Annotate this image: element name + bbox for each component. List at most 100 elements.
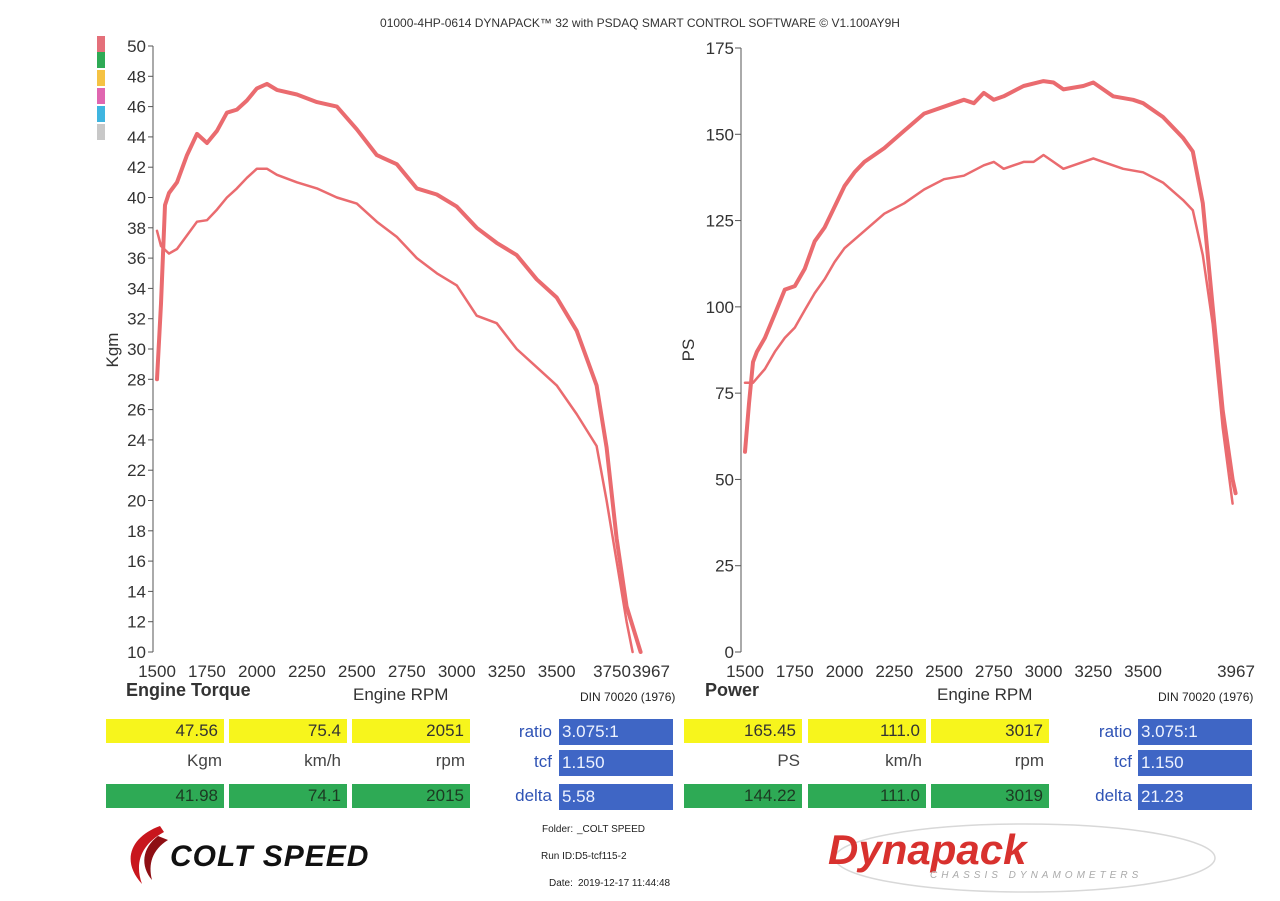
power-series-line-1 xyxy=(743,79,1238,496)
power-delta-label: delta xyxy=(1095,786,1132,805)
power-peak-speed: 111.0 xyxy=(808,719,926,743)
power-unit-ps: PS xyxy=(777,751,800,770)
torque-y-tick-label: 46 xyxy=(127,98,146,117)
dynapack-logo: Dynapack CHASSIS DYNAMOMETERS xyxy=(828,823,1216,893)
torque-y-tick-label: 28 xyxy=(127,370,146,389)
torque-y-tick-label: 44 xyxy=(127,128,146,147)
power-ratio-value: 3.075:1 xyxy=(1138,719,1252,745)
date-label: Date: xyxy=(549,878,573,889)
series-swatch-green xyxy=(97,52,105,68)
date-value: 2019-12-17 11:44:48 xyxy=(578,878,671,889)
folder-label: Folder: xyxy=(542,824,574,835)
torque-delta-label: delta xyxy=(515,786,552,805)
power-second-value: 144.22 xyxy=(684,784,802,808)
torque-peak-speed: 75.4 xyxy=(229,719,347,743)
series-swatch-red xyxy=(97,36,105,52)
torque-ratio-value: 3.075:1 xyxy=(559,719,673,745)
torque-x-tick-label: 3250 xyxy=(488,662,526,681)
power-y-tick-label: 175 xyxy=(706,39,734,58)
torque-x-tick-label: 3000 xyxy=(438,662,476,681)
power-y-tick-label: 25 xyxy=(715,557,734,576)
torque-xlabel: Engine RPM xyxy=(353,685,449,704)
power-tcf-value: 1.150 xyxy=(1138,750,1252,776)
torque-ratio-label: ratio xyxy=(518,722,552,741)
torque-x-tick-label: 3750 xyxy=(593,662,631,681)
power-x-tick-label: 2250 xyxy=(875,662,913,681)
power-x-tick-label: 3250 xyxy=(1074,662,1112,681)
power-y-tick-label: 125 xyxy=(706,212,734,231)
torque-x-tick-label: 2750 xyxy=(388,662,426,681)
torque-y-tick-label: 34 xyxy=(127,279,146,298)
torque-x-tick-label: 3500 xyxy=(538,662,576,681)
power-delta-value: 21.23 xyxy=(1138,784,1252,810)
series-swatch-pink xyxy=(97,88,105,104)
power-ratio-label: ratio xyxy=(1098,722,1132,741)
torque-x-tick-label: 2000 xyxy=(238,662,276,681)
series-swatch-yellow xyxy=(97,70,105,86)
torque-y-tick-label: 48 xyxy=(127,67,146,86)
svg-text:Dynapack: Dynapack xyxy=(828,826,1029,873)
series-swatch-blue xyxy=(97,106,105,122)
torque-y-tick-label: 20 xyxy=(127,492,146,511)
torque-x-tick-label: 2500 xyxy=(338,662,376,681)
power-series-line-2 xyxy=(743,153,1234,505)
power-xlabel: Engine RPM xyxy=(937,685,1033,704)
power-x-tick-label: 1500 xyxy=(726,662,764,681)
run-id-value: D5-tcf115-2 xyxy=(575,851,627,862)
torque-y-tick-label: 10 xyxy=(127,643,146,662)
torque-y-tick-label: 12 xyxy=(127,613,146,632)
power-peak-value: 165.45 xyxy=(684,719,802,743)
power-y-axis-title: PS xyxy=(679,339,698,362)
power-x-tick-label: 3967 xyxy=(1217,662,1255,681)
torque-delta-value: 5.58 xyxy=(559,784,673,810)
torque-unit-kmh: km/h xyxy=(304,751,341,770)
torque-y-tick-label: 30 xyxy=(127,340,146,359)
torque-second-value: 41.98 xyxy=(106,784,224,808)
power-second-speed: 111.0 xyxy=(808,784,926,808)
power-y-tick-label: 50 xyxy=(715,470,734,489)
torque-y-tick-label: 18 xyxy=(127,522,146,541)
power-x-tick-label: 2500 xyxy=(925,662,963,681)
torque-x-tick-label: 2250 xyxy=(288,662,326,681)
power-unit-kmh: km/h xyxy=(885,751,922,770)
torque-y-tick-label: 40 xyxy=(127,189,146,208)
torque-unit-kgm: Kgm xyxy=(187,751,222,770)
torque-y-tick-label: 36 xyxy=(127,249,146,268)
power-y-tick-label: 75 xyxy=(715,384,734,403)
torque-peak-value: 47.56 xyxy=(106,719,224,743)
report-header: 01000-4HP-0614 DYNAPACK™ 32 with PSDAQ S… xyxy=(380,16,900,30)
torque-y-tick-label: 24 xyxy=(127,431,146,450)
power-y-tick-label: 100 xyxy=(706,298,734,317)
power-tcf-label: tcf xyxy=(1114,752,1132,771)
torque-din: DIN 70020 (1976) xyxy=(580,690,676,704)
svg-text:CHASSIS DYNAMOMETERS: CHASSIS DYNAMOMETERS xyxy=(930,870,1142,881)
power-y-tick-label: 0 xyxy=(725,643,734,662)
torque-y-tick-label: 32 xyxy=(127,310,146,329)
power-x-tick-label: 2750 xyxy=(975,662,1013,681)
power-title: Power xyxy=(705,680,760,700)
torque-title: Engine Torque xyxy=(126,680,251,700)
torque-peak-rpm: 2051 xyxy=(352,719,470,743)
power-x-tick-label: 3000 xyxy=(1025,662,1063,681)
colt-speed-logo: COLT SPEED xyxy=(130,826,369,884)
torque-second-speed: 74.1 xyxy=(229,784,347,808)
torque-x-tick-label: 1500 xyxy=(138,662,176,681)
torque-series-line-1 xyxy=(155,81,643,654)
run-id-label: Run ID: xyxy=(541,851,575,862)
power-x-tick-label: 1750 xyxy=(776,662,814,681)
power-x-tick-label: 2000 xyxy=(826,662,864,681)
torque-series-line-2 xyxy=(155,167,634,654)
svg-text:COLT SPEED: COLT SPEED xyxy=(170,840,369,873)
power-peak-rpm: 3017 xyxy=(931,719,1049,743)
torque-y-tick-label: 16 xyxy=(127,552,146,571)
torque-y-tick-label: 42 xyxy=(127,158,146,177)
torque-y-tick-label: 26 xyxy=(127,401,146,420)
torque-y-tick-label: 14 xyxy=(127,582,146,601)
torque-y-tick-label: 22 xyxy=(127,461,146,480)
torque-y-axis-title: Kgm xyxy=(103,333,122,368)
torque-second-rpm: 2015 xyxy=(352,784,470,808)
torque-y-tick-label: 38 xyxy=(127,219,146,238)
power-y-tick-label: 150 xyxy=(706,125,734,144)
torque-x-tick-label: 1750 xyxy=(188,662,226,681)
